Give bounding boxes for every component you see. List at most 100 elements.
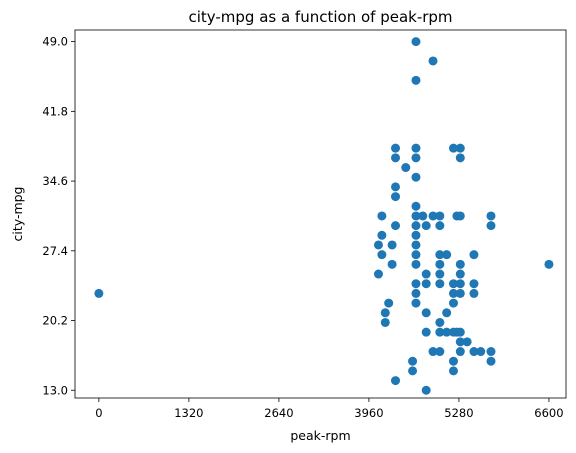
data-point xyxy=(455,259,465,269)
data-point xyxy=(486,356,496,366)
data-point xyxy=(435,211,445,221)
y-axis-ticks: 13.0 20.2 27.4 34.6 41.8 49.0 xyxy=(42,35,75,397)
data-point xyxy=(411,201,421,211)
x-tick-label: 1320 xyxy=(174,406,203,420)
data-point xyxy=(391,192,401,202)
data-point xyxy=(377,250,387,260)
y-axis-label: city-mpg xyxy=(10,187,25,242)
data-points xyxy=(94,37,554,395)
data-point xyxy=(391,376,401,386)
plot-area-frame xyxy=(74,29,567,399)
data-point xyxy=(448,298,458,308)
data-point xyxy=(455,347,465,357)
data-point xyxy=(428,211,438,221)
data-point xyxy=(442,250,452,260)
chart-title: city-mpg as a function of peak-rpm xyxy=(188,8,452,26)
data-point xyxy=(411,221,421,231)
data-point xyxy=(469,279,479,289)
data-point xyxy=(387,259,397,269)
data-point xyxy=(411,279,421,289)
data-point xyxy=(380,317,390,327)
data-point xyxy=(411,143,421,153)
x-axis-ticks: 0 1320 2640 3960 5280 6600 xyxy=(95,398,564,420)
data-point xyxy=(373,269,383,279)
data-point xyxy=(421,327,431,337)
data-point xyxy=(435,317,445,327)
data-point xyxy=(421,279,431,289)
data-point xyxy=(486,221,496,231)
data-point xyxy=(411,75,421,85)
data-point xyxy=(442,327,452,337)
data-point xyxy=(411,259,421,269)
data-point xyxy=(435,259,445,269)
data-point xyxy=(421,269,431,279)
data-point xyxy=(469,288,479,298)
data-point xyxy=(408,356,418,366)
data-point xyxy=(442,308,452,318)
data-point xyxy=(387,240,397,250)
data-point xyxy=(462,337,472,347)
data-point xyxy=(391,182,401,192)
data-point xyxy=(411,250,421,260)
data-point xyxy=(455,288,465,298)
data-point xyxy=(448,279,458,289)
data-point xyxy=(455,337,465,347)
data-point xyxy=(391,153,401,163)
data-point xyxy=(411,230,421,240)
data-point xyxy=(421,308,431,318)
data-point xyxy=(384,298,394,308)
data-point xyxy=(408,366,418,376)
y-tick-label: 34.6 xyxy=(42,174,68,188)
data-point xyxy=(94,288,104,298)
data-point xyxy=(435,250,445,260)
data-point xyxy=(401,163,411,173)
data-point xyxy=(448,366,458,376)
x-tick-label: 3960 xyxy=(354,406,383,420)
data-point xyxy=(455,211,465,221)
data-point xyxy=(455,153,465,163)
data-point xyxy=(486,347,496,357)
data-point xyxy=(435,269,445,279)
data-point xyxy=(411,240,421,250)
data-point xyxy=(391,143,401,153)
data-point xyxy=(435,221,445,231)
x-axis-label: peak-rpm xyxy=(290,428,350,443)
data-point xyxy=(435,347,445,357)
data-point xyxy=(448,288,458,298)
data-point xyxy=(421,221,431,231)
data-point xyxy=(455,143,465,153)
y-tick-label: 13.0 xyxy=(42,383,68,397)
y-tick-label: 41.8 xyxy=(42,104,68,118)
data-point xyxy=(411,211,421,221)
y-tick-label: 49.0 xyxy=(42,35,68,49)
x-tick-label: 6600 xyxy=(534,406,563,420)
data-point xyxy=(411,153,421,163)
y-tick-label: 20.2 xyxy=(42,314,68,328)
data-point xyxy=(377,230,387,240)
data-point xyxy=(435,327,445,337)
data-point xyxy=(469,250,479,260)
y-tick-label: 27.4 xyxy=(42,244,68,258)
data-point xyxy=(448,143,458,153)
data-point xyxy=(428,56,438,66)
data-point xyxy=(421,385,431,395)
data-point xyxy=(469,347,479,357)
data-point xyxy=(418,211,428,221)
data-point xyxy=(448,356,458,366)
data-point xyxy=(435,279,445,289)
data-point xyxy=(411,37,421,47)
data-point xyxy=(455,279,465,289)
data-point xyxy=(391,221,401,231)
data-point xyxy=(411,288,421,298)
data-point xyxy=(373,240,383,250)
data-point xyxy=(486,211,496,221)
data-point xyxy=(377,211,387,221)
data-point xyxy=(455,269,465,279)
data-point xyxy=(428,347,438,357)
data-point xyxy=(380,308,390,318)
x-tick-label: 0 xyxy=(95,406,102,420)
data-point xyxy=(411,298,421,308)
data-point xyxy=(411,172,421,182)
data-point xyxy=(455,327,465,337)
